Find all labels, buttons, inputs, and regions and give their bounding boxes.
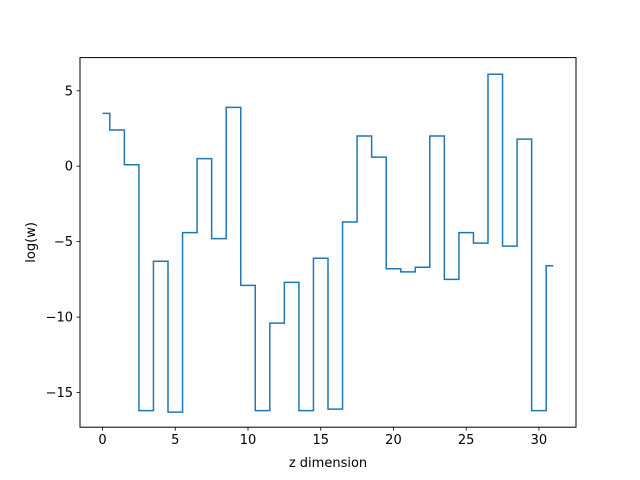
x-axis: 0 5 10 15 20 25 30 xyxy=(98,427,547,448)
y-tick-label: −10 xyxy=(46,311,73,326)
y-axis: 5 0 −5 −10 −15 xyxy=(46,84,80,401)
y-axis-label: log(w) xyxy=(24,222,39,263)
y-tick-label: 5 xyxy=(65,84,73,99)
y-tick-label: 0 xyxy=(65,160,73,175)
x-tick-label: 5 xyxy=(171,433,179,448)
series-line xyxy=(102,73,554,413)
plot-area xyxy=(102,73,554,413)
x-tick-label: 10 xyxy=(240,433,257,448)
x-tick-label: 25 xyxy=(458,433,475,448)
x-tick-label: 0 xyxy=(98,433,106,448)
y-tick-label: −5 xyxy=(54,235,73,250)
x-tick-label: 15 xyxy=(312,433,329,448)
axes-frame xyxy=(79,57,577,428)
x-tick-label: 30 xyxy=(531,433,548,448)
x-axis-label: z dimension xyxy=(289,456,367,471)
y-tick-label: −15 xyxy=(46,386,73,401)
x-tick-label: 20 xyxy=(385,433,402,448)
